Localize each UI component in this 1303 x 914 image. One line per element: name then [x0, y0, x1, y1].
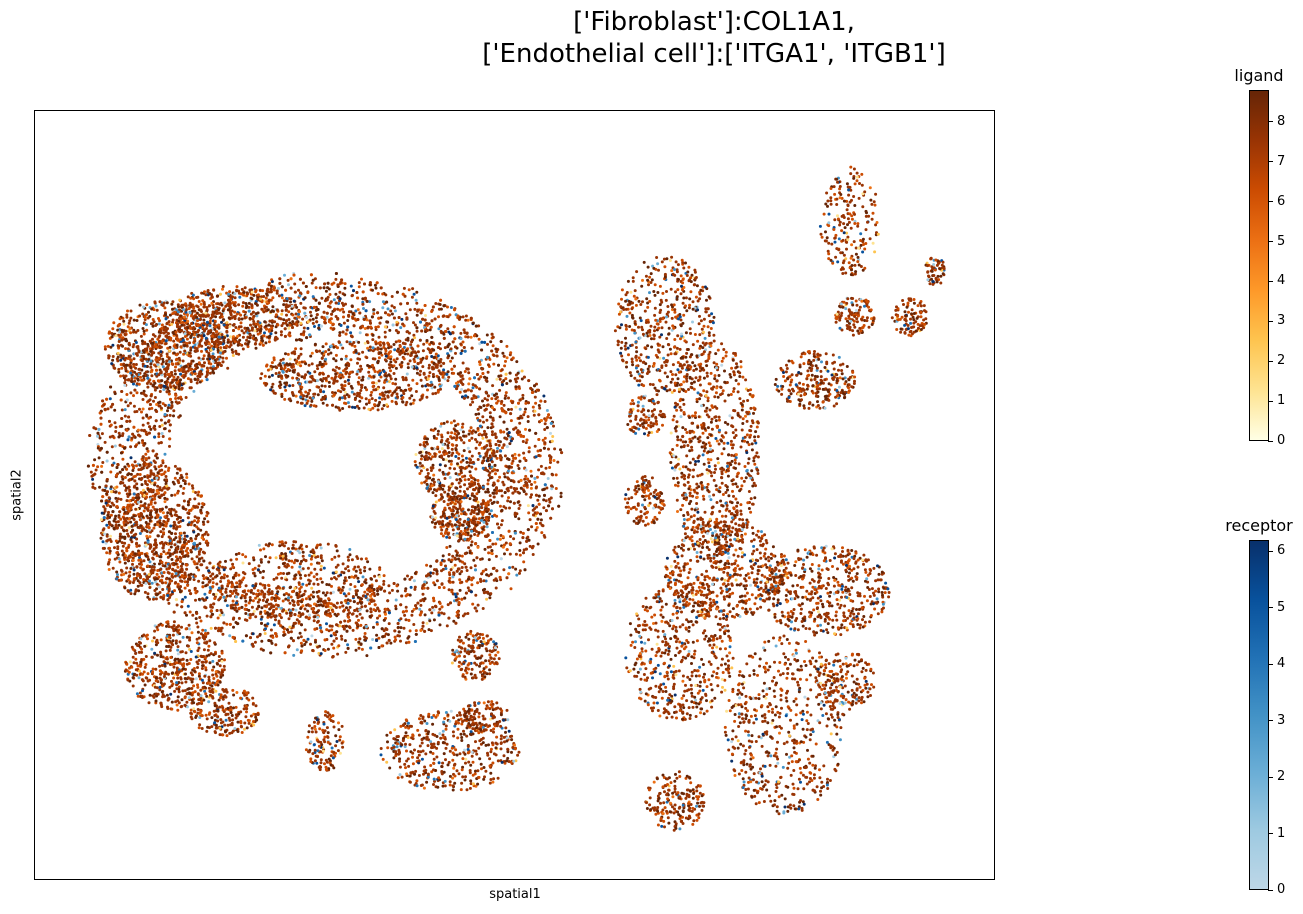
ligand-tick-4: [1268, 280, 1273, 282]
ligand-tick-label-1: 1: [1277, 393, 1286, 409]
ligand-tick-label-7: 7: [1277, 153, 1286, 169]
ligand-tick-8: [1268, 121, 1273, 123]
ligand-tick-label-0: 0: [1277, 433, 1286, 448]
receptor-tick-6: [1268, 550, 1273, 552]
receptor-tick-label-0: 0: [1277, 882, 1286, 897]
ligand-tick-2: [1268, 360, 1273, 362]
ligand-tick-5: [1268, 241, 1273, 243]
y-axis-label: spatial2: [9, 469, 25, 521]
ligand-tick-3: [1268, 320, 1273, 322]
x-axis-label: spatial1: [489, 887, 541, 902]
receptor-tick-0: [1268, 889, 1273, 891]
receptor-colorbar: [1249, 540, 1269, 890]
receptor-tick-5: [1268, 607, 1273, 609]
chart-title-line-2: ['Endothelial cell']:['ITGA1', 'ITGB1']: [482, 39, 946, 69]
receptor-tick-label-3: 3: [1277, 712, 1286, 728]
receptor-tick-label-6: 6: [1277, 543, 1286, 559]
receptor-tick-2: [1268, 776, 1273, 778]
receptor-tick-label-1: 1: [1277, 825, 1286, 841]
receptor-tick-label-4: 4: [1277, 656, 1286, 672]
receptor-tick-4: [1268, 663, 1273, 665]
ligand-tick-label-8: 8: [1277, 113, 1286, 129]
receptor-tick-label-2: 2: [1277, 769, 1286, 785]
ligand-tick-label-6: 6: [1277, 193, 1286, 209]
receptor-tick-3: [1268, 720, 1273, 722]
receptor-tick-1: [1268, 833, 1273, 835]
spatial-scatter: [86, 165, 946, 832]
ligand-tick-label-3: 3: [1277, 313, 1286, 329]
chart-title-line-1: ['Fibroblast']:COL1A1,: [573, 7, 855, 37]
receptor-colorbar-title: receptor: [1225, 516, 1293, 535]
ligand-tick-label-4: 4: [1277, 273, 1286, 289]
ligand-tick-7: [1268, 161, 1273, 163]
ligand-tick-label-5: 5: [1277, 233, 1286, 249]
ligand-colorbar-title: ligand: [1234, 66, 1284, 85]
ligand-tick-6: [1268, 201, 1273, 203]
plot-area: [34, 110, 995, 880]
ligand-tick-label-2: 2: [1277, 353, 1286, 369]
receptor-tick-label-5: 5: [1277, 599, 1286, 615]
ligand-tick-0: [1268, 440, 1273, 442]
ligand-colorbar: [1249, 90, 1269, 441]
ligand-tick-1: [1268, 400, 1273, 402]
